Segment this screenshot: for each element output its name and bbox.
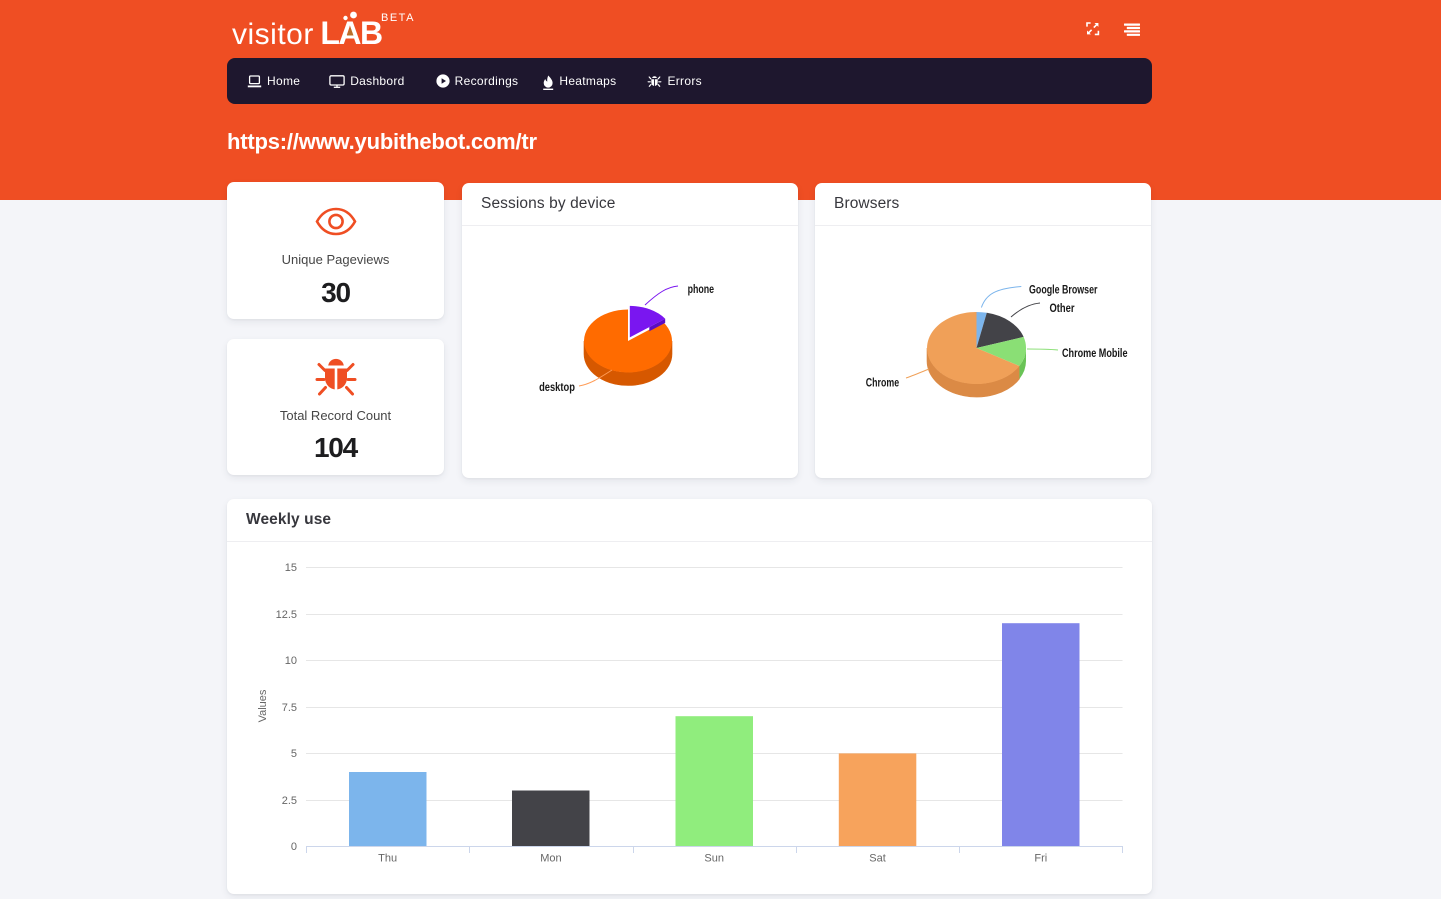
svg-text:desktop: desktop: [539, 382, 575, 394]
svg-text:15: 15: [285, 562, 297, 574]
svg-text:Fri: Fri: [1034, 853, 1047, 865]
svg-text:10: 10: [285, 655, 297, 667]
svg-text:0: 0: [291, 841, 297, 853]
svg-text:Mon: Mon: [540, 853, 561, 865]
svg-text:7.5: 7.5: [282, 702, 297, 714]
svg-text:Other: Other: [1050, 303, 1075, 315]
svg-text:5: 5: [291, 748, 297, 760]
svg-text:12.5: 12.5: [276, 609, 297, 621]
svg-text:Values: Values: [257, 689, 269, 722]
svg-text:2.5: 2.5: [282, 795, 297, 807]
svg-text:Chrome: Chrome: [866, 378, 899, 390]
svg-text:Google Browser: Google Browser: [1029, 285, 1098, 297]
svg-text:Thu: Thu: [378, 853, 397, 865]
svg-text:phone: phone: [688, 284, 715, 296]
svg-text:Sat: Sat: [869, 853, 886, 865]
svg-text:Chrome Mobile: Chrome Mobile: [1062, 348, 1128, 360]
svg-text:Sun: Sun: [704, 853, 724, 865]
